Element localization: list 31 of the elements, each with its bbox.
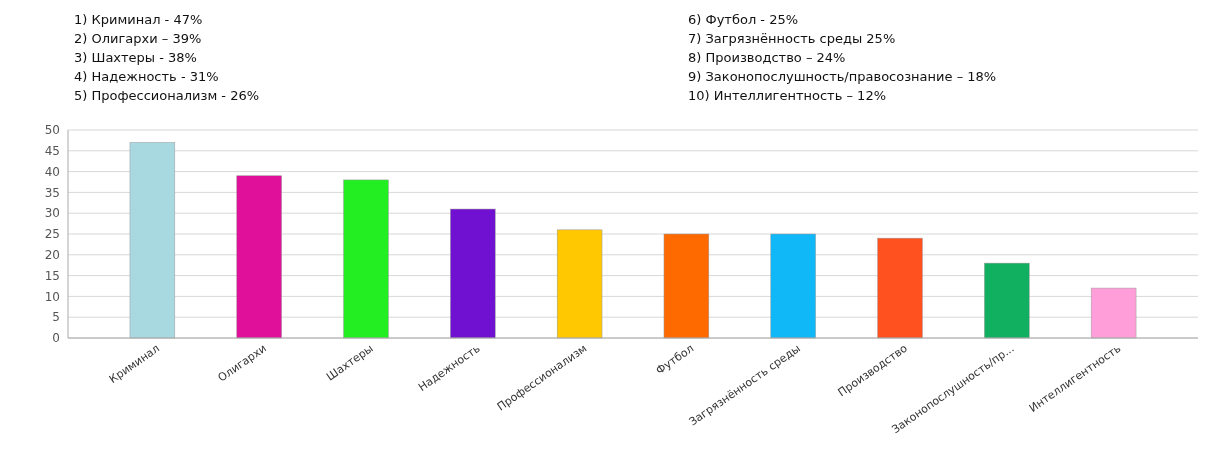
y-tick-label: 50	[44, 123, 60, 138]
y-tick-label: 0	[52, 331, 60, 346]
text: 3) Шахтеры - 38%	[74, 50, 197, 65]
bar	[663, 233, 710, 339]
y-tick-label: 5	[52, 310, 60, 325]
y-tick-label: 35	[44, 185, 60, 200]
text: 1) Криминал - 47%	[74, 12, 203, 27]
y-tick-label: 30	[44, 206, 60, 221]
bar	[450, 208, 496, 339]
text: 7) Загрязнённость среды 25%	[688, 31, 896, 46]
y-tick-label: 15	[44, 268, 60, 283]
text: 9) Законопослушность/правосознание – 18%	[688, 69, 997, 84]
bar	[770, 233, 816, 339]
bar	[343, 179, 389, 339]
bar	[556, 229, 603, 339]
text: 4) Надежность - 31%	[74, 69, 219, 84]
bar	[1090, 287, 1137, 339]
y-tick-label: 40	[44, 164, 60, 179]
text: 6) Футбол - 25%	[688, 12, 799, 27]
y-tick-label: 25	[44, 227, 60, 242]
bar	[236, 175, 282, 339]
text: 2) Олигархи – 39%	[74, 31, 202, 46]
y-tick-label: 20	[44, 248, 60, 262]
text: 10) Интеллигентность – 12%	[688, 88, 887, 103]
bar	[877, 237, 923, 339]
bar	[129, 142, 176, 339]
text: 8) Производство – 24%	[688, 50, 846, 65]
bar	[984, 262, 1030, 339]
y-tick-label: 10	[44, 289, 60, 304]
y-tick-label: 45	[44, 144, 60, 158]
text: 5) Профессионализм - 26%	[74, 88, 260, 103]
